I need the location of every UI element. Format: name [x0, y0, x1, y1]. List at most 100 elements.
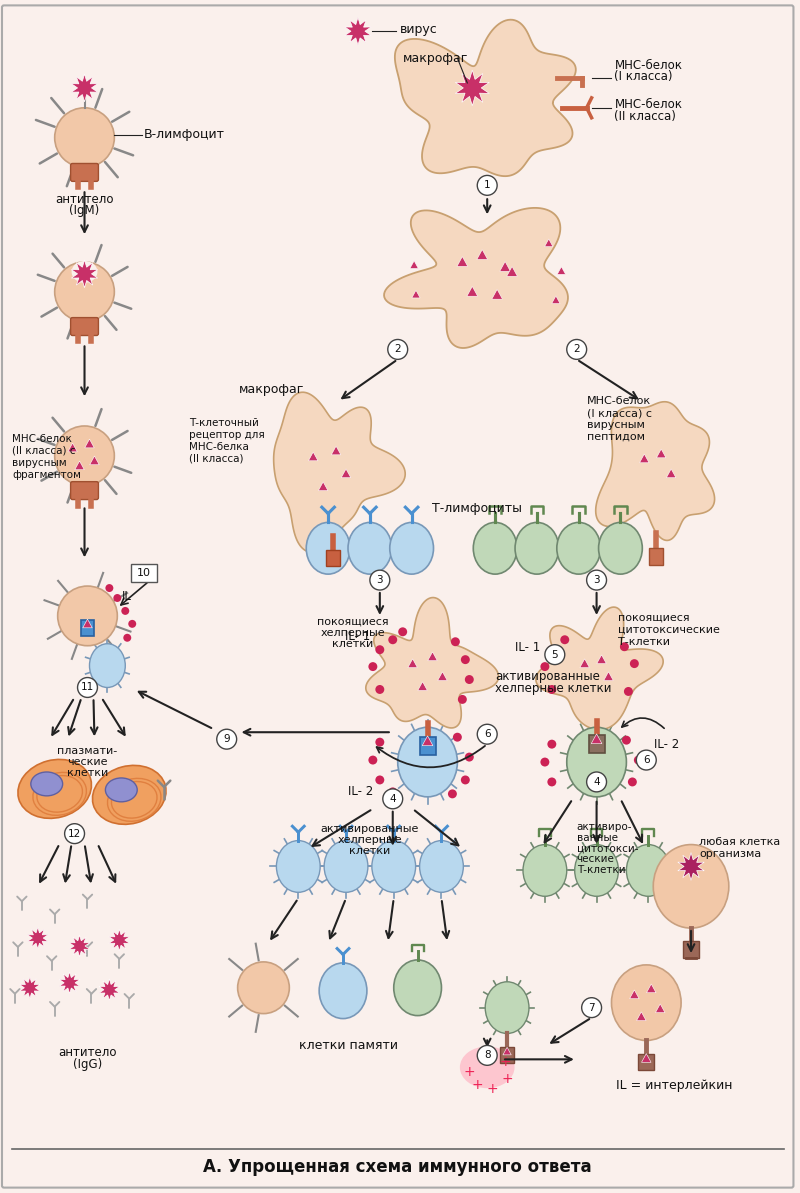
Text: 12: 12 — [68, 829, 81, 839]
Circle shape — [78, 678, 98, 698]
FancyBboxPatch shape — [419, 737, 435, 755]
Ellipse shape — [611, 965, 681, 1040]
Circle shape — [547, 740, 556, 749]
Text: МНС-белок: МНС-белок — [586, 396, 650, 406]
FancyBboxPatch shape — [81, 620, 94, 636]
Text: +: + — [502, 1073, 513, 1087]
Polygon shape — [410, 261, 418, 268]
Ellipse shape — [557, 523, 601, 574]
Circle shape — [547, 778, 556, 786]
Circle shape — [383, 789, 402, 809]
Ellipse shape — [515, 523, 558, 574]
Circle shape — [582, 997, 602, 1018]
Circle shape — [465, 675, 474, 684]
Polygon shape — [637, 1012, 646, 1020]
Circle shape — [368, 662, 378, 672]
Ellipse shape — [106, 778, 138, 802]
Text: клетки: клетки — [350, 846, 390, 855]
Polygon shape — [580, 659, 590, 668]
Ellipse shape — [31, 772, 62, 796]
Text: любая клетка: любая клетка — [699, 836, 780, 847]
Polygon shape — [477, 249, 488, 259]
Circle shape — [560, 636, 570, 644]
Polygon shape — [318, 482, 328, 490]
Text: 2: 2 — [574, 345, 580, 354]
Polygon shape — [428, 651, 438, 661]
Text: 3: 3 — [594, 575, 600, 585]
Text: 9: 9 — [223, 734, 230, 744]
Polygon shape — [552, 296, 560, 303]
Ellipse shape — [626, 845, 670, 896]
Polygon shape — [274, 392, 406, 552]
Polygon shape — [366, 598, 498, 728]
Text: антитело: антитело — [55, 193, 114, 205]
Text: ческие: ческие — [577, 854, 614, 865]
Circle shape — [465, 753, 474, 761]
Text: (IgM): (IgM) — [70, 204, 100, 217]
Circle shape — [586, 570, 606, 591]
Text: Т-лимфоциты: Т-лимфоциты — [432, 502, 522, 515]
FancyBboxPatch shape — [683, 941, 699, 958]
Ellipse shape — [93, 766, 166, 824]
Circle shape — [478, 1045, 497, 1065]
Text: хелперные клетки: хелперные клетки — [495, 682, 612, 696]
Circle shape — [398, 628, 407, 636]
Text: МНС-белка: МНС-белка — [189, 441, 249, 452]
Text: 2: 2 — [394, 345, 401, 354]
Circle shape — [106, 585, 114, 592]
Text: хелперные: хелперные — [321, 628, 386, 638]
Polygon shape — [345, 18, 371, 45]
Polygon shape — [455, 70, 490, 106]
Text: активированные: активированные — [495, 670, 600, 684]
FancyBboxPatch shape — [638, 1055, 654, 1070]
Ellipse shape — [18, 760, 91, 818]
Circle shape — [368, 755, 378, 765]
Circle shape — [634, 755, 643, 765]
Polygon shape — [591, 734, 602, 743]
Text: +: + — [477, 1052, 488, 1067]
FancyBboxPatch shape — [650, 549, 663, 565]
Polygon shape — [500, 261, 510, 271]
Circle shape — [388, 787, 398, 797]
Text: фрагментом: фрагментом — [12, 470, 81, 480]
Polygon shape — [19, 977, 40, 999]
Text: 5: 5 — [551, 650, 558, 660]
Polygon shape — [59, 972, 80, 994]
Polygon shape — [596, 402, 714, 540]
Circle shape — [375, 775, 384, 785]
Text: (II класса): (II класса) — [614, 110, 676, 123]
Text: покоящиеся: покоящиеся — [317, 617, 389, 626]
Text: 4: 4 — [594, 777, 600, 787]
Text: В-лимфоцит: В-лимфоцит — [144, 128, 225, 141]
Ellipse shape — [486, 982, 529, 1033]
Circle shape — [123, 633, 131, 642]
Text: антитело: антитело — [58, 1046, 117, 1059]
Text: (II класса): (II класса) — [189, 453, 243, 464]
Ellipse shape — [348, 523, 392, 574]
Circle shape — [65, 823, 85, 843]
Circle shape — [566, 340, 586, 359]
Circle shape — [458, 696, 467, 704]
Text: покоящиеся: покоящиеся — [618, 613, 690, 623]
Polygon shape — [545, 239, 553, 247]
Circle shape — [586, 772, 606, 792]
Circle shape — [388, 636, 398, 644]
Text: 1: 1 — [484, 180, 490, 191]
Ellipse shape — [54, 426, 114, 486]
Text: рецептор для: рецептор для — [189, 429, 265, 440]
Text: IL- 1: IL- 1 — [514, 641, 540, 654]
FancyBboxPatch shape — [70, 482, 98, 500]
Text: вирусным: вирусным — [586, 420, 645, 429]
Text: А. Упрощенная схема иммунного ответа: А. Упрощенная схема иммунного ответа — [203, 1157, 592, 1176]
Text: IL = интерлейкин: IL = интерлейкин — [617, 1078, 733, 1092]
Text: IL- 2: IL- 2 — [654, 737, 679, 750]
Text: Т-клетки: Т-клетки — [577, 865, 626, 876]
Polygon shape — [678, 853, 704, 880]
Ellipse shape — [394, 960, 442, 1015]
Text: МНС-белок: МНС-белок — [614, 58, 682, 72]
Circle shape — [388, 340, 408, 359]
FancyBboxPatch shape — [500, 1047, 514, 1063]
Polygon shape — [90, 456, 99, 465]
Ellipse shape — [398, 728, 458, 797]
Text: +: + — [471, 1078, 483, 1093]
